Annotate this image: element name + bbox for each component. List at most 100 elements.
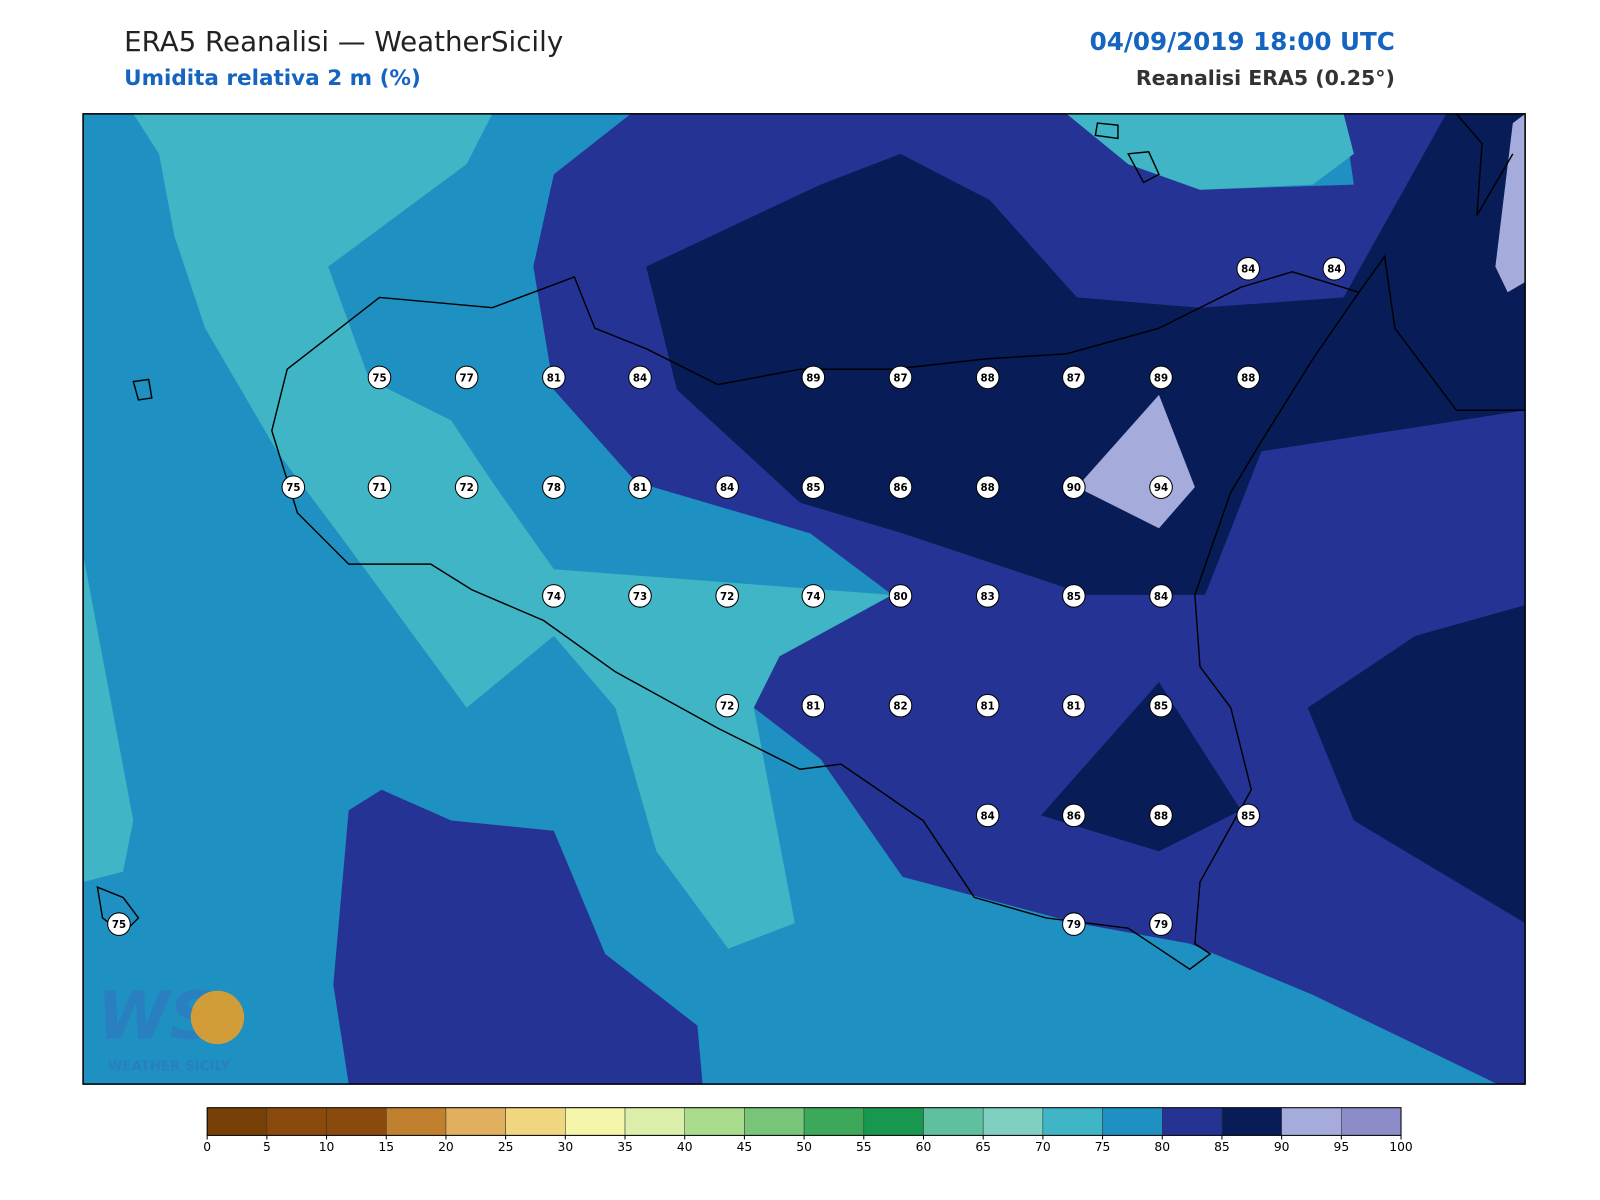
colorbar-tick-label: 5 — [263, 1140, 271, 1154]
station-value: 89 — [1154, 372, 1168, 384]
station-marker — [888, 584, 913, 608]
colorbar-tick-label: 80 — [1154, 1140, 1170, 1154]
colorbar-bin — [1161, 1107, 1223, 1136]
colorbar-tick-label: 30 — [558, 1140, 574, 1154]
station-marker — [1149, 365, 1173, 390]
station-marker — [715, 475, 739, 499]
datetime: 04/09/2019 18:00 UTC — [1090, 27, 1395, 56]
station-value: 86 — [1067, 810, 1081, 822]
station-value: 84 — [1241, 264, 1255, 276]
field-80-85 — [333, 789, 703, 1085]
station-marker — [1236, 365, 1260, 390]
colorbar-tick-label: 10 — [319, 1140, 335, 1154]
station-marker — [1149, 475, 1173, 499]
station-value: 81 — [806, 701, 820, 713]
station-value: 88 — [981, 372, 995, 384]
stations: 84 84 75 77 81 84 89 87 88 87 89 88 75 71 72 78 81 84 85 86… — [107, 256, 1347, 936]
station-marker — [1062, 693, 1086, 718]
source: Reanalisi ERA5 (0.25°) — [1136, 66, 1395, 90]
station-value: 81 — [633, 482, 647, 494]
station-marker — [975, 475, 1000, 499]
station-value: 85 — [806, 482, 820, 494]
station-marker — [801, 475, 826, 499]
field-90-95 — [1495, 113, 1526, 293]
station-marker — [1062, 475, 1086, 499]
colorbar-tick-label: 65 — [975, 1140, 991, 1154]
station-marker — [1062, 365, 1086, 390]
station-value: 77 — [460, 372, 474, 384]
colorbar-bin — [1341, 1107, 1402, 1136]
field-70-75 — [133, 113, 893, 949]
station-value: 84 — [1154, 591, 1168, 603]
station-marker — [107, 912, 131, 936]
station-value: 73 — [633, 591, 647, 603]
colorbar-bin — [386, 1107, 447, 1136]
station-marker — [1236, 256, 1260, 281]
station-value: 90 — [1067, 482, 1081, 494]
colorbar-bin — [803, 1107, 865, 1136]
station-value: 87 — [1067, 372, 1081, 384]
colorbar-bin — [445, 1107, 506, 1136]
station-value: 84 — [633, 372, 647, 384]
station-value: 84 — [720, 482, 734, 494]
logo-sun — [190, 990, 245, 1045]
station-marker — [888, 693, 913, 718]
colorbar-bin — [744, 1107, 805, 1136]
colorbar-bin — [684, 1107, 745, 1136]
colorbar-bin — [1221, 1107, 1282, 1136]
station-marker — [367, 365, 392, 390]
station-value: 88 — [1154, 810, 1168, 822]
station-marker — [542, 365, 566, 390]
station-marker — [1149, 803, 1173, 828]
station-marker — [715, 584, 739, 608]
map-frame — [82, 113, 1526, 1085]
station-value: 79 — [1154, 919, 1168, 931]
station-value: 84 — [1327, 264, 1341, 276]
station-value: 85 — [1067, 591, 1081, 603]
logo: WS WEATHER SICILY — [97, 979, 245, 1075]
station-value: 78 — [547, 482, 561, 494]
station-value: 74 — [806, 591, 820, 603]
station-marker — [1062, 584, 1086, 608]
station-value: 94 — [1154, 482, 1168, 494]
coastline — [271, 271, 1361, 971]
station-value: 88 — [981, 482, 995, 494]
station-value: 71 — [372, 482, 386, 494]
station-marker — [1149, 693, 1173, 718]
field-85-90 — [646, 113, 1526, 595]
station-marker — [975, 584, 1000, 608]
colorbar: 0 5 10 15 20 25 30 35 40 45 50 55 60 65 70 75 80 85 90 95 10… — [203, 1107, 1413, 1154]
station-value: 84 — [981, 810, 995, 822]
station-marker — [801, 365, 826, 390]
station-value: 88 — [1241, 372, 1255, 384]
station-marker — [454, 475, 479, 499]
station-marker — [628, 584, 652, 608]
colorbar-bin — [1102, 1107, 1163, 1136]
colorbar-tick-label: 70 — [1035, 1140, 1051, 1154]
logo-text: WEATHER SICILY — [108, 1060, 231, 1075]
station-value: 80 — [893, 591, 907, 603]
station-value: 89 — [806, 372, 820, 384]
station-value: 81 — [547, 372, 561, 384]
colorbar-tick-label: 45 — [737, 1140, 753, 1154]
colorbar-tick-label: 20 — [438, 1140, 454, 1154]
coastline — [1358, 113, 1526, 411]
station-value: 75 — [372, 372, 386, 384]
station-marker — [367, 475, 392, 499]
station-value: 87 — [893, 372, 907, 384]
station-marker — [1062, 803, 1086, 828]
field-70-75 — [1066, 113, 1354, 190]
station-marker — [1236, 803, 1260, 828]
station-marker — [975, 365, 1000, 390]
colorbar-tick-label: 15 — [378, 1140, 394, 1154]
colorbar-tick-label: 75 — [1095, 1140, 1111, 1154]
station-marker — [1149, 912, 1173, 936]
colorbar-bin — [863, 1107, 924, 1136]
station-marker — [888, 475, 913, 499]
colorbar-tick-label: 60 — [916, 1140, 932, 1154]
station-marker — [542, 584, 566, 608]
station-marker — [1322, 256, 1347, 281]
colorbar-bin — [1281, 1107, 1342, 1136]
